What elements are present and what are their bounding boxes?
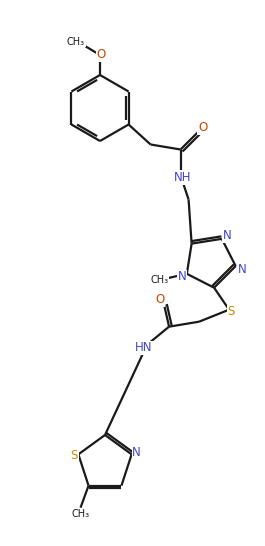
Text: O: O — [96, 49, 106, 62]
Text: N: N — [222, 229, 231, 242]
Text: O: O — [156, 293, 165, 306]
Text: HN: HN — [135, 341, 153, 354]
Text: CH₃: CH₃ — [151, 275, 169, 285]
Text: O: O — [198, 121, 207, 134]
Text: N: N — [132, 446, 141, 459]
Text: N: N — [238, 263, 247, 276]
Text: S: S — [227, 305, 235, 318]
Text: CH₃: CH₃ — [72, 509, 90, 519]
Text: NH: NH — [174, 171, 191, 184]
Text: N: N — [178, 270, 186, 283]
Text: S: S — [71, 449, 78, 462]
Text: CH₃: CH₃ — [67, 37, 85, 47]
